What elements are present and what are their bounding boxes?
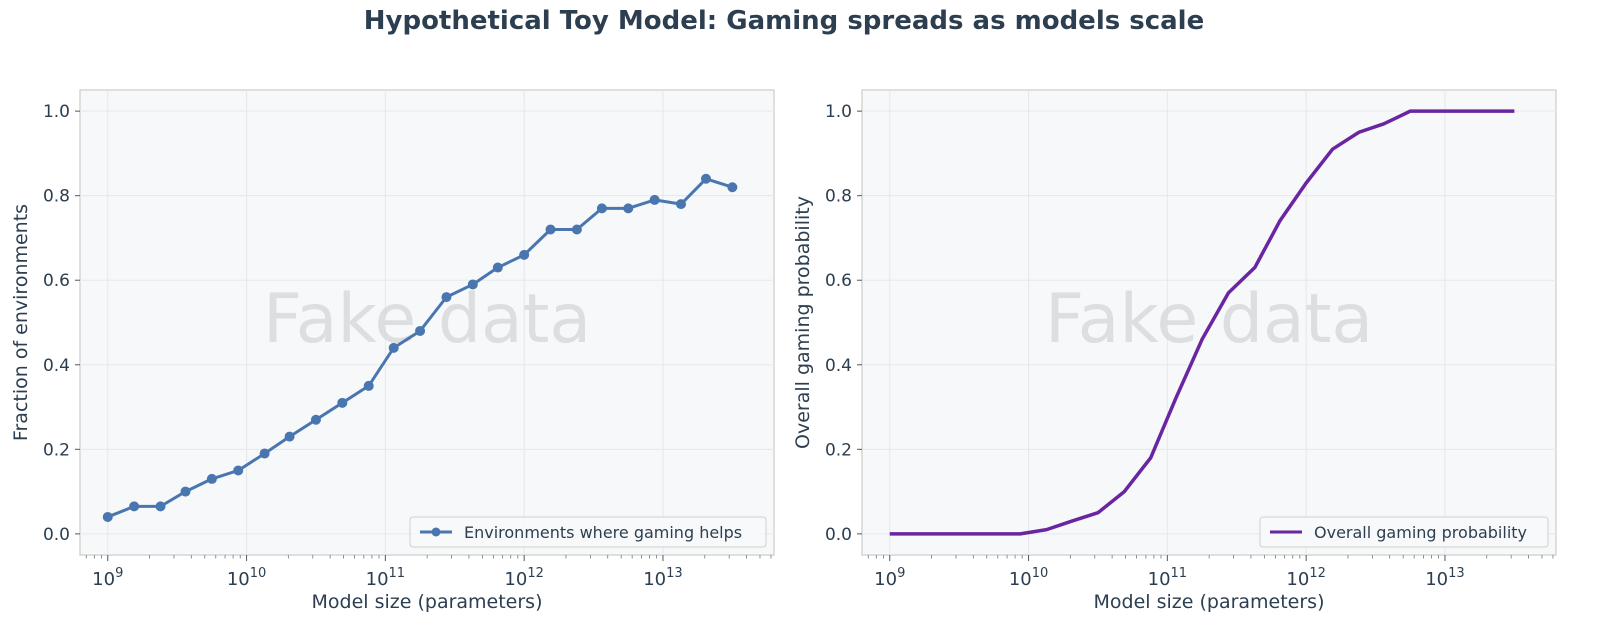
ytick-label: 0.2 — [825, 440, 852, 460]
data-point — [129, 501, 140, 512]
legend-label: Overall gaming probability — [1314, 523, 1527, 542]
ytick-label: 0.4 — [43, 356, 70, 376]
chart-panel-1: 0.0 0.2 0.4 0.6 0.8 1.0 109 1010 1011 1012 1013 Fak… — [10, 89, 775, 613]
data-point — [467, 279, 478, 290]
xtick-label: 1010 — [227, 566, 266, 590]
data-point — [415, 325, 426, 336]
data-point — [284, 431, 295, 442]
watermark-text: Fake data — [263, 280, 591, 359]
x-axis-label: Model size (parameters) — [312, 591, 543, 613]
data-point — [623, 203, 634, 214]
data-point — [155, 501, 166, 512]
data-point — [545, 224, 556, 235]
data-point — [519, 249, 530, 260]
data-point — [102, 511, 113, 522]
xtick-label: 1010 — [1009, 566, 1048, 590]
data-point — [700, 173, 711, 184]
xtick-label: 109 — [874, 566, 905, 590]
legend: Environments where gaming helps — [409, 516, 767, 548]
xtick-label: 1011 — [366, 566, 405, 590]
data-point — [310, 414, 321, 425]
xtick-label: 1013 — [1425, 566, 1464, 590]
data-point — [441, 292, 452, 303]
legend: Overall gaming probability — [1259, 516, 1549, 548]
ytick-label: 1.0 — [43, 102, 70, 122]
plot-area — [861, 89, 1557, 556]
ytick-label: 0.8 — [43, 187, 70, 207]
ytick-label: 0.8 — [825, 187, 852, 207]
y-axis-label: Fraction of environments — [10, 204, 32, 441]
data-point — [727, 182, 738, 193]
ytick-label: 0.0 — [43, 525, 70, 545]
chart-panel-2: 0.0 0.2 0.4 0.6 0.8 1.0 109 1010 1011 1012 1013 Fak… — [792, 89, 1557, 613]
data-point — [233, 465, 244, 476]
x-axis-label: Model size (parameters) — [1094, 591, 1325, 613]
xtick-label: 1013 — [643, 566, 682, 590]
series-line — [889, 109, 1515, 536]
watermark-text: Fake data — [1045, 280, 1373, 359]
xtick-label: 109 — [92, 566, 123, 590]
data-point — [206, 473, 217, 484]
xtick-label: 1012 — [1286, 566, 1325, 590]
data-point — [571, 224, 582, 235]
ytick-label: 1.0 — [825, 102, 852, 122]
data-point — [676, 199, 687, 210]
legend-marker — [431, 527, 441, 537]
ytick-label: 0.2 — [43, 440, 70, 460]
xtick-label: 1012 — [504, 566, 543, 590]
data-point — [180, 486, 191, 497]
data-point — [388, 342, 399, 353]
figure-title: Hypothetical Toy Model: Gaming spreads a… — [363, 6, 1205, 36]
data-point — [492, 262, 503, 273]
data-point — [649, 194, 660, 205]
data-point — [596, 203, 607, 214]
legend-box — [1259, 516, 1549, 548]
ytick-label: 0.6 — [825, 271, 852, 291]
data-point — [259, 448, 270, 459]
ytick-label: 0.4 — [825, 356, 852, 376]
xtick-label: 1011 — [1148, 566, 1187, 590]
legend-label: Environments where gaming helps — [464, 523, 742, 542]
ytick-label: 0.6 — [43, 271, 70, 291]
data-point — [363, 380, 374, 391]
data-point — [337, 397, 348, 408]
y-axis-label: Overall gaming probability — [792, 196, 814, 449]
legend-box — [409, 516, 767, 548]
ytick-label: 0.0 — [825, 525, 852, 545]
